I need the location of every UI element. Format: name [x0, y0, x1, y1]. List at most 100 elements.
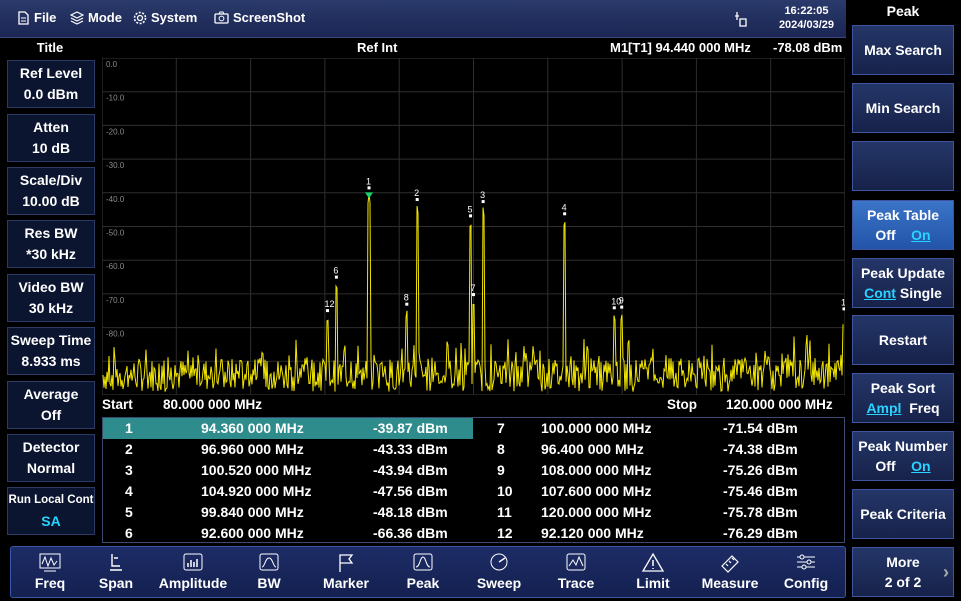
- peak-marker-label: 2: [414, 188, 419, 198]
- more-button[interactable]: More 2 of 2 ›: [852, 547, 954, 597]
- limit-button[interactable]: Limit: [614, 549, 692, 597]
- y-tick-label: -30.0: [106, 161, 125, 170]
- marker-button[interactable]: Marker: [307, 549, 385, 597]
- blank-softkey: [852, 141, 954, 191]
- peak-table-row[interactable]: 1 94.360 000 MHz -39.87 dBm 7 100.000 000 MH…: [103, 418, 844, 439]
- trace-button[interactable]: Trace: [537, 549, 615, 597]
- peak-marker-label: 10: [611, 296, 621, 306]
- peak-criteria-button[interactable]: Peak Criteria: [852, 489, 954, 539]
- sweep-button[interactable]: Sweep: [460, 549, 538, 597]
- clock-date: 2024/03/29: [778, 19, 834, 31]
- atten-box[interactable]: Atten 10 dB: [7, 114, 95, 162]
- peak-sort-ampl: Ampl: [866, 400, 902, 416]
- peak-number-cell: 1: [125, 420, 133, 436]
- peak-marker-dot: [481, 200, 485, 204]
- peak-table-row[interactable]: 3 100.520 000 MHz -43.94 dBm 9 108.000 000 M…: [103, 460, 844, 481]
- freq-button[interactable]: Freq: [11, 549, 89, 597]
- ref-level-label: Ref Level: [19, 65, 83, 81]
- peak-table-row[interactable]: 4 104.920 000 MHz -47.56 dBm 10 107.600 000 …: [103, 481, 844, 502]
- file-icon: [18, 10, 29, 25]
- measure-button[interactable]: Measure: [691, 549, 769, 597]
- span-icon: [110, 554, 122, 571]
- peak-frequency-cell: 96.960 000 MHz: [201, 441, 304, 457]
- peak-number-cell: 7: [497, 420, 505, 436]
- peak-number-button[interactable]: Peak Number Off On: [852, 431, 954, 481]
- layers-icon: [70, 10, 84, 25]
- peak-marker-label: 7: [471, 283, 476, 293]
- peak-number-off: Off: [875, 458, 896, 474]
- ref-source: Ref Int: [357, 40, 398, 55]
- peak-number-cell: 9: [497, 462, 505, 478]
- amplitude-button[interactable]: Amplitude: [154, 549, 232, 597]
- trace-button-label: Trace: [557, 575, 595, 591]
- system-menu[interactable]: System: [133, 10, 197, 25]
- peak-table: 1 94.360 000 MHz -39.87 dBm 7 100.000 000 MH…: [102, 417, 845, 543]
- spectrum-plot[interactable]: 0.0 -10.0 -20.0 -30.0 -40.0 -50.0 -60.0 -70.0 -8…: [102, 58, 845, 395]
- bottom-function-bar: Freq Span Amplitude BW Marker Peak Sweep…: [10, 546, 846, 598]
- limit-button-label: Limit: [636, 575, 670, 591]
- peak-table-row[interactable]: 2 96.960 000 MHz -43.33 dBm 8 96.400 000 MHz…: [103, 439, 844, 460]
- sweep-time-label: Sweep Time: [10, 332, 92, 348]
- peak-table-row[interactable]: 5 99.840 000 MHz -48.18 dBm 11 120.000 000 M…: [103, 502, 844, 523]
- run-state-value: SA: [41, 513, 61, 529]
- res-bw-box[interactable]: Res BW *30 kHz: [7, 220, 95, 268]
- peak-marker-dot: [405, 302, 409, 306]
- peak-marker-dot: [469, 214, 473, 218]
- max-search-button[interactable]: Max Search: [852, 25, 954, 75]
- span-button[interactable]: Span: [77, 549, 155, 597]
- peak-marker-dot: [367, 186, 371, 190]
- peak-level-cell: -75.46 dBm: [723, 483, 798, 499]
- file-menu[interactable]: File: [16, 10, 56, 25]
- peak-number-on: On: [911, 458, 931, 474]
- peak-table-button[interactable]: Peak Table Off On: [852, 200, 954, 250]
- atten-label: Atten: [33, 119, 69, 135]
- mode-menu-label: Mode: [88, 10, 122, 25]
- video-bw-label: Video BW: [18, 279, 84, 295]
- peak-number-cell: 10: [497, 483, 513, 499]
- peak-marker-label: 8: [404, 293, 409, 303]
- sweep-time-box[interactable]: Sweep Time 8.933 ms: [7, 327, 95, 375]
- y-tick-label: -80.0: [106, 330, 125, 339]
- peak-update-single: Single: [899, 285, 942, 301]
- y-tick-label: -20.0: [106, 127, 125, 136]
- peak-table-row[interactable]: 6 92.600 000 MHz -66.36 dBm 12 92.120 000 MH…: [103, 523, 844, 544]
- peak-update-button[interactable]: Peak Update Cont Single: [852, 258, 954, 308]
- peak-number-cell: 11: [497, 504, 512, 520]
- plot-grid: [102, 58, 845, 395]
- y-tick-label: -70.0: [106, 296, 125, 305]
- peak-level-cell: -74.38 dBm: [723, 441, 798, 457]
- video-bw-box[interactable]: Video BW 30 kHz: [7, 274, 95, 322]
- ref-level-box[interactable]: Ref Level 0.0 dBm: [7, 60, 95, 108]
- peak-frequency-cell: 92.120 000 MHz: [541, 525, 644, 541]
- peak-button[interactable]: Peak: [384, 549, 462, 597]
- bw-button-label: BW: [257, 575, 281, 591]
- peak-level-cell: -76.29 dBm: [723, 525, 798, 541]
- restart-button[interactable]: Restart: [852, 315, 954, 365]
- mode-menu[interactable]: Mode: [70, 10, 122, 25]
- peak-marker-dot: [563, 212, 567, 216]
- bw-button[interactable]: BW: [230, 549, 308, 597]
- detector-value: Normal: [26, 460, 76, 476]
- peak-level-cell: -39.87 dBm: [373, 420, 448, 436]
- span-button-label: Span: [98, 575, 134, 591]
- config-button[interactable]: Config: [767, 549, 845, 597]
- peak-level-cell: -71.54 dBm: [723, 420, 798, 436]
- top-menu-bar: File Mode System ScreenShot 16:22:05 202…: [0, 0, 846, 38]
- peak-sort-button[interactable]: Peak Sort Ampl Freq: [852, 373, 954, 423]
- screenshot-menu[interactable]: ScreenShot: [214, 10, 305, 25]
- average-box[interactable]: Average Off: [7, 381, 95, 429]
- peak-marker-label: 4: [562, 202, 567, 212]
- active-marker-triangle: [365, 192, 374, 199]
- amplitude-button-label: Amplitude: [158, 575, 228, 591]
- peak-number-cell: 4: [125, 483, 133, 499]
- detector-box[interactable]: Detector Normal: [7, 434, 95, 482]
- marker-level-readout: -78.08 dBm: [773, 40, 843, 55]
- scale-div-box[interactable]: Scale/Div 10.00 dB: [7, 167, 95, 215]
- stop-freq: 120.000 000 MHz: [726, 397, 833, 412]
- peak-marker-dot: [334, 275, 338, 279]
- sweep-icon: [490, 553, 508, 571]
- camera-icon: [214, 11, 229, 24]
- min-search-button[interactable]: Min Search: [852, 83, 954, 133]
- peak-button-label: Peak: [406, 575, 440, 591]
- peak-marker-label: 5: [468, 204, 473, 214]
